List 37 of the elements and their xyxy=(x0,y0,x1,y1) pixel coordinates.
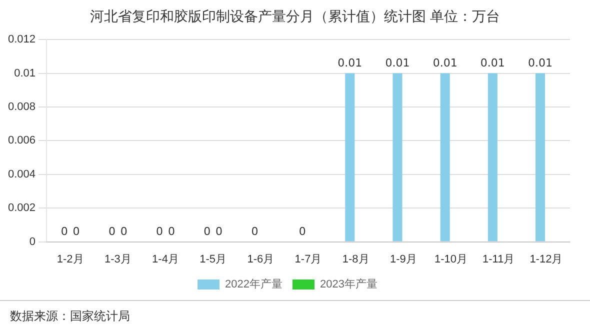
y-tick-label: 0.006 xyxy=(8,134,36,147)
source-note: 数据来源：国家统计局 xyxy=(10,308,130,325)
x-tick-label: 1-8月 xyxy=(342,253,370,266)
y-tick-label: 0 xyxy=(29,236,36,248)
data-label: 0 xyxy=(120,225,128,238)
y-tick-label: 0.01 xyxy=(14,67,36,80)
x-tick-label: 1-11月 xyxy=(482,253,515,266)
data-label: 0 xyxy=(156,225,164,238)
x-tick-label: 1-4月 xyxy=(152,253,179,266)
data-label: 0.01 xyxy=(528,56,553,70)
data-label: 0.01 xyxy=(338,56,362,70)
y-tick-label: 0.008 xyxy=(8,101,36,114)
x-tick-label: 1-12月 xyxy=(530,253,563,266)
data-label: 0 xyxy=(108,225,116,238)
x-tick-label: 1-7月 xyxy=(294,253,322,266)
data-label: 0 xyxy=(60,225,68,238)
data-label: 0 xyxy=(251,225,258,238)
legend-label: 2022年产量 xyxy=(225,278,283,291)
legend-label: 2023年产量 xyxy=(320,278,378,291)
x-tick-label: 1-6月 xyxy=(247,253,274,266)
data-label: 0.01 xyxy=(432,56,458,70)
x-tick-label: 1-3月 xyxy=(104,253,132,266)
data-label: 0.01 xyxy=(480,56,505,70)
x-tick-label: 1-9月 xyxy=(390,253,417,266)
data-label: 0 xyxy=(216,225,223,238)
data-label: 0 xyxy=(168,225,175,238)
data-label: 0 xyxy=(298,225,306,238)
data-label: 0 xyxy=(72,225,80,238)
x-tick-label: 1-5月 xyxy=(200,253,227,266)
data-label: 0.01 xyxy=(385,56,410,70)
data-label: 0 xyxy=(204,225,211,238)
x-tick-label: 1-2月 xyxy=(56,253,84,266)
y-tick-label: 0.012 xyxy=(8,34,36,46)
y-tick-label: 0.002 xyxy=(8,202,36,214)
y-tick-label: 0.004 xyxy=(8,168,36,180)
chart-title: 河北省复印和胶版印制设备产量分月（累计值）统计图 单位：万台 xyxy=(88,8,502,26)
x-tick-label: 1-10月 xyxy=(434,253,468,266)
